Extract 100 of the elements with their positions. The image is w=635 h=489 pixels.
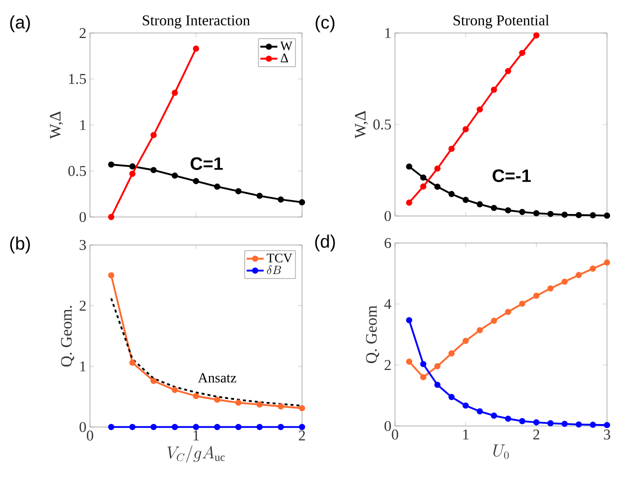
point — [420, 174, 426, 181]
point — [406, 358, 412, 365]
text: (b) — [10, 236, 30, 254]
point — [576, 421, 582, 428]
point — [434, 166, 441, 172]
chart-title: Strong Interaction — [142, 15, 250, 28]
point — [462, 402, 469, 409]
point — [533, 32, 540, 38]
point — [256, 424, 263, 430]
point — [519, 208, 526, 216]
point — [476, 408, 483, 414]
point — [547, 285, 554, 292]
point — [547, 420, 554, 426]
x-tick-label: 2 — [298, 430, 305, 440]
point — [129, 163, 136, 170]
x-axis-title: $V_C/gA_{\mathrm{uc}}$ — [167, 445, 225, 463]
y-tick-label: 2 — [80, 28, 86, 38]
legend-label: TCV — [266, 254, 292, 262]
point — [604, 422, 610, 428]
point — [519, 50, 526, 56]
x-axis-title: $U_0$ — [493, 444, 509, 460]
text: (d) — [315, 234, 335, 252]
point — [298, 424, 306, 430]
point — [406, 317, 412, 324]
point — [172, 386, 178, 394]
point — [150, 424, 157, 430]
point — [434, 382, 441, 388]
point — [129, 360, 136, 366]
x-tick-label: 0 — [392, 430, 398, 440]
annotation: C=1 — [190, 157, 223, 170]
point — [278, 424, 284, 430]
point — [172, 172, 178, 179]
annotation: Ansatz — [198, 373, 236, 383]
point — [420, 374, 426, 380]
point — [298, 405, 306, 412]
point — [519, 300, 526, 307]
y-tick-label: 0 — [384, 210, 391, 222]
point — [590, 212, 596, 218]
point — [476, 327, 483, 334]
x-tick-label: 0 — [86, 430, 94, 441]
point — [192, 46, 200, 52]
point — [533, 210, 540, 216]
point — [562, 278, 568, 285]
point — [214, 184, 220, 190]
point — [462, 126, 469, 132]
point — [129, 170, 136, 177]
point — [490, 412, 498, 419]
y-tick-label: 1.5 — [69, 74, 86, 84]
legend-label: $\delta B$ — [267, 266, 282, 274]
y-axis-title: W,Δ — [354, 111, 368, 138]
point — [434, 184, 441, 190]
y-tick-label: 2 — [384, 360, 391, 370]
point — [576, 212, 582, 218]
y-tick-label: 0 — [80, 212, 86, 222]
point — [420, 360, 426, 368]
y-tick-label: 0.5 — [68, 166, 86, 176]
point — [462, 196, 469, 203]
annotation: C=-1 — [492, 169, 531, 182]
text: (c) — [316, 15, 334, 32]
point — [150, 378, 157, 384]
point — [406, 200, 412, 206]
point — [476, 201, 483, 208]
legend-label: Δ — [280, 54, 288, 62]
point — [108, 424, 114, 430]
point — [490, 86, 498, 93]
point — [235, 400, 242, 406]
y-tick-label: 1 — [80, 120, 86, 130]
y-tick-label: 6 — [384, 238, 392, 248]
point — [562, 212, 568, 218]
point — [590, 266, 596, 272]
point — [420, 183, 426, 190]
point — [519, 418, 526, 424]
point — [108, 161, 114, 168]
point — [448, 146, 455, 152]
text: (a) — [10, 15, 30, 32]
point — [150, 132, 157, 138]
point — [172, 424, 178, 430]
x-tick-label: 3 — [604, 430, 610, 440]
point — [108, 272, 114, 278]
chart-title: Strong Potential — [454, 14, 550, 28]
y-tick-label: 0.5 — [373, 119, 391, 130]
y-tick-label: 0 — [384, 420, 391, 432]
point — [192, 424, 200, 430]
y-tick-label: 0 — [80, 422, 86, 432]
point — [172, 90, 178, 96]
point — [434, 363, 441, 370]
y-axis-title: Q. Geom. — [61, 306, 74, 367]
x-tick-label: 1 — [463, 430, 469, 440]
point — [590, 422, 596, 428]
point — [192, 392, 200, 400]
point — [547, 210, 554, 218]
point — [533, 292, 540, 299]
point — [448, 394, 455, 400]
point — [504, 416, 512, 422]
y-axis-title: W,Δ — [50, 112, 63, 139]
point — [462, 338, 469, 344]
point — [504, 308, 512, 316]
y-tick-label: 1 — [80, 361, 86, 372]
y-tick-label: 1 — [385, 28, 391, 38]
point — [214, 424, 220, 430]
